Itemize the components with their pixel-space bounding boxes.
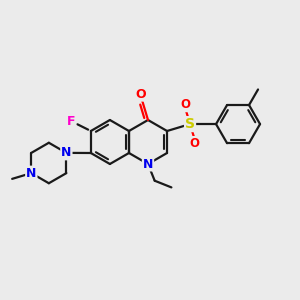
Text: O: O xyxy=(135,88,146,100)
Text: N: N xyxy=(143,158,153,170)
Text: N: N xyxy=(61,146,72,159)
Text: S: S xyxy=(185,117,195,131)
Text: F: F xyxy=(67,115,75,128)
Text: O: O xyxy=(180,98,190,111)
Text: N: N xyxy=(26,167,37,180)
Text: O: O xyxy=(190,137,200,150)
